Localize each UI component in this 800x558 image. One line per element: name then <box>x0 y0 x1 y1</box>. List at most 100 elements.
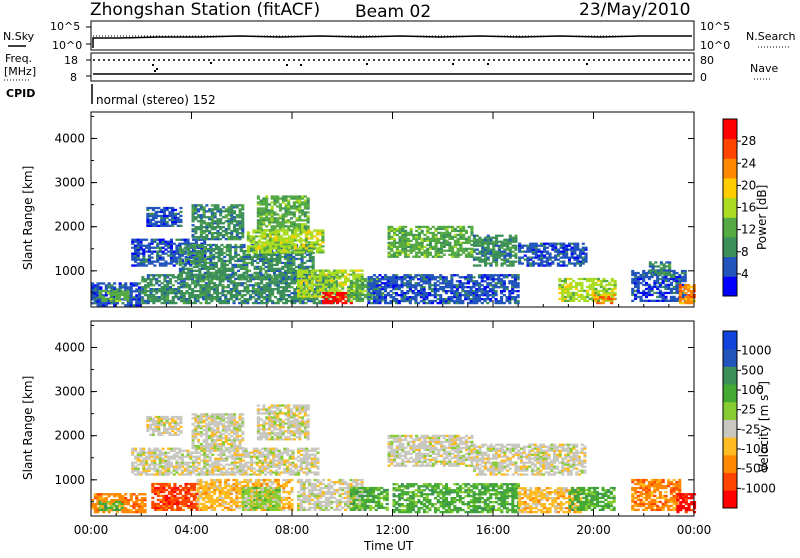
power-cell <box>236 234 239 236</box>
power-cell <box>179 264 182 266</box>
power-cell <box>453 284 456 286</box>
power-cell <box>443 242 446 244</box>
power-cell <box>115 296 118 298</box>
power-cell <box>316 233 319 235</box>
power-cell <box>241 234 244 236</box>
power-cell <box>535 255 538 257</box>
power-cell <box>192 210 195 212</box>
power-cell <box>94 300 97 302</box>
power-cell <box>216 284 219 286</box>
power-cell <box>395 298 398 300</box>
power-cell <box>299 302 302 304</box>
power-cell <box>185 260 188 262</box>
power-cell <box>282 282 285 284</box>
power-cell <box>150 280 153 282</box>
power-cell <box>387 284 390 286</box>
power-cell <box>202 274 205 276</box>
power-cell <box>459 244 462 246</box>
power-cell <box>207 272 210 274</box>
power-cell <box>637 280 640 282</box>
power-cell <box>322 296 325 298</box>
power-cell <box>481 274 484 276</box>
power-cell <box>673 274 676 276</box>
power-cell <box>174 219 177 221</box>
power-cell <box>311 281 314 283</box>
power-cell <box>451 230 454 232</box>
power-cell <box>301 213 304 215</box>
power-cell <box>172 302 175 304</box>
power-cell <box>194 232 197 234</box>
power-cell <box>115 300 118 302</box>
power-cell <box>492 241 495 243</box>
power-cell <box>481 261 484 263</box>
power-cell <box>212 262 215 264</box>
power-cell <box>420 288 423 290</box>
power-cell <box>509 261 512 263</box>
power-cell <box>652 271 655 273</box>
power-cell <box>198 244 201 246</box>
power-cell <box>388 242 391 244</box>
freq-strip-frame <box>91 53 694 81</box>
power-cell <box>229 246 232 248</box>
power-cell <box>412 296 415 298</box>
power-cell <box>508 290 511 292</box>
power-cell <box>575 286 578 288</box>
power-cell <box>240 248 243 250</box>
power-cell <box>257 276 260 278</box>
power-cell <box>667 300 670 302</box>
power-cell <box>194 276 197 278</box>
power-cell <box>263 241 266 243</box>
power-cell <box>246 276 249 278</box>
power-cell <box>255 229 258 231</box>
power-cell <box>344 279 347 281</box>
power-cell <box>238 274 241 276</box>
power-cell <box>580 290 583 292</box>
power-cell <box>381 286 384 288</box>
power-cell <box>130 284 133 286</box>
power-cell <box>200 234 203 236</box>
power-cell <box>503 255 506 257</box>
power-cell <box>244 286 247 288</box>
power-cell <box>414 294 417 296</box>
power-cell <box>459 298 462 300</box>
power-cell <box>183 282 186 284</box>
power-cell <box>155 298 158 300</box>
power-cell <box>187 248 190 250</box>
power-cell <box>147 276 150 278</box>
power-cell <box>437 228 440 230</box>
power-cell <box>203 214 206 216</box>
power-cell <box>182 270 185 272</box>
power-cell <box>454 252 457 254</box>
power-cell <box>404 246 407 248</box>
power-cell <box>202 298 205 300</box>
power-cell <box>461 290 464 292</box>
power-cell <box>336 274 339 276</box>
power-cell <box>197 220 200 222</box>
power-cell <box>213 298 216 300</box>
power-cell <box>224 298 227 300</box>
power-cell <box>339 292 342 294</box>
power-cell <box>364 296 367 298</box>
power-cell <box>462 226 465 228</box>
power-cell <box>260 213 263 215</box>
power-cell <box>225 208 228 210</box>
power-cell <box>257 296 260 298</box>
power-cell <box>175 247 178 249</box>
power-cell <box>431 274 434 276</box>
power-cell <box>257 284 260 286</box>
power-cell <box>431 290 434 292</box>
power-cell <box>467 296 470 298</box>
power-cell <box>634 274 637 276</box>
power-cell <box>685 292 688 294</box>
power-cell <box>330 279 333 281</box>
power-cell <box>448 232 451 234</box>
power-cell <box>585 255 588 257</box>
power-cell <box>161 292 164 294</box>
power-cell <box>247 233 250 235</box>
power-cell <box>219 228 222 230</box>
power-cell <box>423 246 426 248</box>
power-cell <box>155 213 158 215</box>
power-cell <box>297 289 300 291</box>
power-cell <box>260 292 263 294</box>
power-cell <box>293 205 296 207</box>
